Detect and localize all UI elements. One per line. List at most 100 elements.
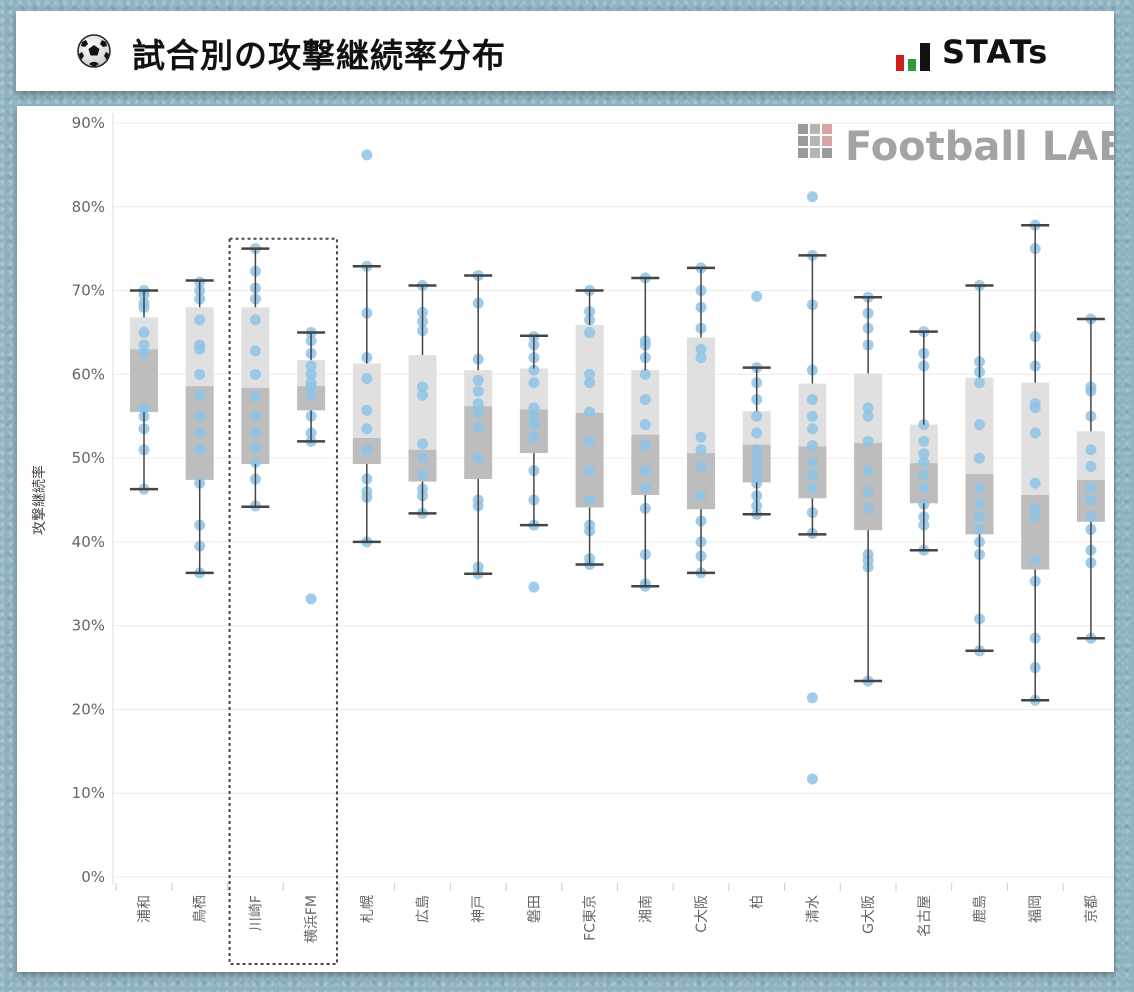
data-point xyxy=(472,374,484,386)
point-layer xyxy=(138,149,1097,785)
x-category-label: C大阪 xyxy=(694,895,710,933)
x-category-label: 神戸 xyxy=(471,895,487,923)
box-upper xyxy=(408,355,437,450)
x-category-label: 京都 xyxy=(1084,895,1100,923)
data-point xyxy=(417,389,428,401)
data-point xyxy=(528,364,540,376)
data-point xyxy=(194,368,206,380)
data-point xyxy=(751,444,763,456)
x-category-label: 札幌 xyxy=(360,895,376,923)
data-point xyxy=(138,326,150,338)
y-tick-label: 50% xyxy=(72,449,105,467)
x-category-label: 磐田 xyxy=(527,895,543,923)
data-point xyxy=(862,435,874,447)
data-point xyxy=(1085,444,1097,456)
x-category-label: 浦和 xyxy=(137,895,153,923)
data-point xyxy=(584,435,596,447)
data-point xyxy=(751,460,763,472)
data-point xyxy=(138,339,150,351)
data-point xyxy=(974,452,985,464)
data-point xyxy=(1029,554,1041,566)
data-point xyxy=(751,469,763,481)
x-category-label: 福岡 xyxy=(1028,895,1044,923)
data-point xyxy=(918,456,930,468)
data-point xyxy=(305,368,317,380)
data-point xyxy=(639,419,651,431)
data-point xyxy=(194,389,206,401)
highlight-frame xyxy=(228,237,338,965)
data-point xyxy=(194,427,206,439)
data-point xyxy=(1085,481,1097,493)
page-title: 試合別の攻撃継続率分布 xyxy=(132,36,506,75)
data-point xyxy=(249,427,261,439)
watermark-grid-cell xyxy=(798,136,808,146)
data-point xyxy=(249,456,261,468)
data-point xyxy=(806,456,818,468)
watermark-text: Football LAB xyxy=(845,124,1114,170)
data-point xyxy=(1085,511,1097,523)
x-category-label: G大阪 xyxy=(861,895,877,934)
x-category-label: 柏 xyxy=(750,895,766,909)
data-point xyxy=(974,419,985,431)
data-point xyxy=(751,410,763,422)
data-point xyxy=(138,402,150,414)
data-point xyxy=(974,377,985,389)
x-category-label: 名古屋 xyxy=(917,895,933,937)
data-point xyxy=(472,452,484,464)
box-layer xyxy=(130,307,1105,570)
data-point xyxy=(695,352,707,364)
y-tick-label: 60% xyxy=(72,365,105,383)
y-axis-label: 攻撃継続率 xyxy=(31,465,48,535)
data-point xyxy=(305,389,317,401)
y-tick-label: 0% xyxy=(81,868,105,886)
y-tick-label: 20% xyxy=(72,700,105,718)
data-point xyxy=(751,452,763,464)
box-lower xyxy=(575,412,604,508)
data-point xyxy=(695,444,707,456)
data-point xyxy=(472,406,484,418)
box-lower xyxy=(130,349,158,413)
data-point xyxy=(194,314,206,326)
data-point xyxy=(862,502,874,514)
x-category-label: 清水 xyxy=(805,895,821,923)
data-point xyxy=(695,431,707,443)
data-point xyxy=(695,490,707,502)
data-point xyxy=(194,343,206,355)
data-point xyxy=(862,465,874,477)
whisker-layer xyxy=(130,223,1105,702)
data-point xyxy=(305,381,317,393)
stats-brand: STATs xyxy=(942,33,1049,71)
data-point xyxy=(584,494,596,506)
data-point xyxy=(639,465,651,477)
data-point xyxy=(751,427,763,439)
grid-layer xyxy=(113,122,1114,878)
x-category-label: 広島 xyxy=(416,895,432,923)
soccer-ball-icon xyxy=(77,34,111,68)
data-point xyxy=(1029,477,1041,489)
data-point xyxy=(361,423,373,435)
data-point xyxy=(918,481,930,493)
watermark-grid-cell xyxy=(798,148,808,158)
data-point xyxy=(1085,494,1097,506)
data-point xyxy=(918,448,930,460)
data-point xyxy=(194,444,206,456)
data-point xyxy=(528,377,540,389)
data-point xyxy=(974,498,985,510)
data-point xyxy=(305,593,317,605)
chart-header: 試合別の攻撃継続率分布 STATs xyxy=(16,11,1114,91)
data-point xyxy=(1085,460,1097,472)
data-point xyxy=(974,523,985,535)
x-category-label: 川崎F xyxy=(248,895,264,931)
data-point xyxy=(1029,511,1041,523)
data-point xyxy=(249,314,261,326)
chart-panel: Football LAB 0% 10% 20% 30% 40% 50% 60% 70% 80% 9… xyxy=(17,106,1114,972)
data-point xyxy=(249,441,261,453)
data-point xyxy=(472,398,484,410)
data-point xyxy=(584,406,596,418)
data-point xyxy=(249,410,261,422)
data-point xyxy=(806,393,818,405)
data-point xyxy=(806,469,818,481)
data-point xyxy=(974,481,985,493)
watermark-grid-cell xyxy=(810,148,820,158)
